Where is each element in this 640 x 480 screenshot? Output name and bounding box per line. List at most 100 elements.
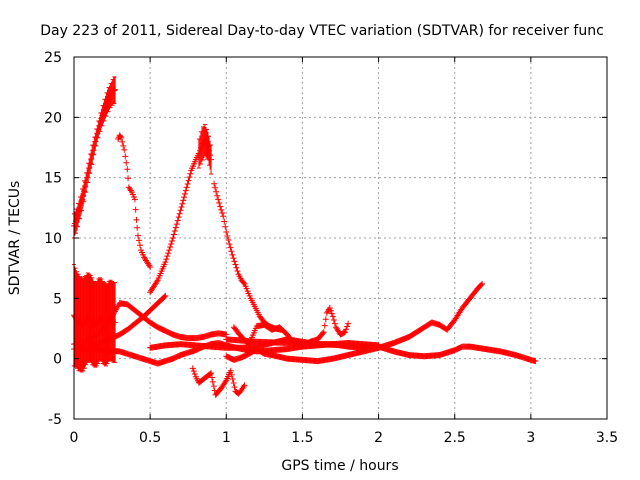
data-point <box>212 184 219 191</box>
data-point <box>322 316 329 323</box>
data-point <box>134 232 141 239</box>
data-point <box>207 370 214 377</box>
x-tick-label: 1.5 <box>291 430 313 446</box>
data-point <box>227 367 234 374</box>
data-point <box>122 153 129 160</box>
data-point <box>226 241 233 248</box>
data-point <box>183 184 190 191</box>
x-axis-label: GPS time / hours <box>281 458 398 474</box>
y-tick-label: 20 <box>44 110 62 126</box>
data-point <box>191 370 198 377</box>
data-point <box>532 358 539 365</box>
data-point <box>180 197 187 204</box>
data-point <box>217 203 224 210</box>
data-point <box>174 217 181 224</box>
data-point <box>478 281 485 288</box>
y-tick-label: 25 <box>44 50 62 66</box>
data-point <box>167 244 174 251</box>
data-point <box>213 188 220 195</box>
data-point <box>133 216 140 223</box>
data-point <box>90 147 97 154</box>
data-point <box>169 238 176 245</box>
data-point <box>131 196 138 203</box>
data-point <box>241 382 248 389</box>
data-point <box>118 134 125 141</box>
data-point <box>220 213 227 220</box>
data-point <box>124 166 131 173</box>
data-point <box>326 304 333 311</box>
data-point <box>121 146 128 153</box>
data-point <box>184 180 191 187</box>
data-point <box>112 319 119 326</box>
data-point <box>375 344 382 351</box>
data-point <box>181 194 188 201</box>
data-point <box>229 251 236 258</box>
y-tick-label: 0 <box>53 352 62 368</box>
data-point <box>221 218 228 225</box>
data-point <box>228 248 235 255</box>
x-tick-label: 0 <box>70 430 79 446</box>
y-axis-label: SDTVAR / TECUs <box>7 181 23 296</box>
data-point <box>187 170 194 177</box>
data-point <box>329 313 336 320</box>
data-point <box>117 133 124 140</box>
data-point <box>240 279 247 286</box>
x-tick-label: 3 <box>526 430 535 446</box>
data-point <box>164 253 171 260</box>
data-point <box>222 378 229 385</box>
data-point <box>208 374 215 381</box>
data-point <box>134 224 141 231</box>
data-point <box>216 200 223 207</box>
data-point <box>173 221 180 228</box>
data-point <box>342 329 349 336</box>
y-tick-label: 15 <box>44 171 62 187</box>
data-point <box>214 192 221 199</box>
data-point <box>223 228 230 235</box>
data-point <box>344 323 351 330</box>
data-point <box>320 329 327 336</box>
data-point <box>215 196 222 203</box>
chart-title: Day 223 of 2011, Sidereal Day-to-day VTE… <box>40 23 604 39</box>
data-point <box>178 203 185 210</box>
data-point <box>185 177 192 184</box>
data-point <box>327 307 334 314</box>
series-near-zero <box>223 344 382 365</box>
series-rising-arc-2 <box>147 150 202 296</box>
data-point <box>186 174 193 181</box>
data-point <box>231 258 238 265</box>
data-point <box>231 384 238 391</box>
data-point <box>230 255 237 262</box>
data-point <box>111 87 118 94</box>
data-point <box>177 207 184 214</box>
data-point <box>343 326 350 333</box>
x-tick-label: 1 <box>222 430 231 446</box>
data-point <box>132 206 139 213</box>
x-tick-label: 2 <box>374 430 383 446</box>
data-point <box>219 210 226 217</box>
data-point <box>125 175 132 182</box>
data-point <box>165 250 172 257</box>
series-crossing-line <box>71 300 230 348</box>
data-point <box>331 320 338 327</box>
data-point <box>108 314 115 321</box>
series-crossing-line-2 <box>86 292 169 350</box>
data-point <box>136 242 143 249</box>
data-point <box>328 310 335 317</box>
data-point <box>123 159 130 166</box>
data-point <box>209 378 216 385</box>
data-point <box>228 371 235 378</box>
data-point <box>172 224 179 231</box>
data-point <box>179 200 186 207</box>
data-point <box>120 142 127 149</box>
data-point <box>176 210 183 217</box>
data-point <box>232 261 239 268</box>
data-point <box>222 223 229 230</box>
data-point <box>208 370 215 377</box>
data-layer <box>71 76 539 398</box>
data-point <box>168 241 175 248</box>
data-point <box>112 86 119 93</box>
data-point <box>182 187 189 194</box>
data-point <box>161 293 168 300</box>
data-point <box>227 244 234 251</box>
